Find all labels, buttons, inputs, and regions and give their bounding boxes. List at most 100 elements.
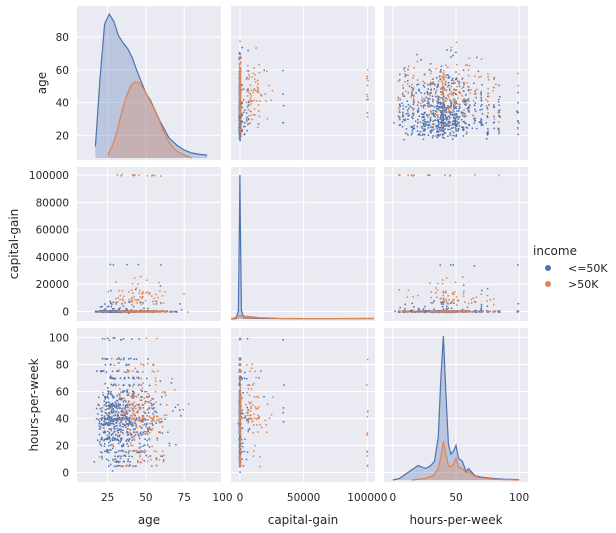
point-gt50k — [479, 310, 482, 313]
point-le50k — [110, 420, 112, 422]
point-le50k — [456, 110, 458, 112]
point-le50k — [167, 431, 169, 433]
point-gt50k — [117, 384, 120, 386]
point-gt50k — [442, 89, 445, 91]
point-le50k — [454, 118, 456, 121]
point-le50k — [417, 118, 419, 121]
point-gt50k — [422, 310, 424, 312]
point-le50k — [174, 310, 176, 313]
point-gt50k — [122, 455, 125, 457]
point-le50k — [128, 410, 131, 412]
point-gt50k — [126, 403, 129, 405]
point-gt50k — [174, 389, 176, 391]
point-gt50k — [156, 415, 158, 418]
point-gt50k — [467, 74, 470, 77]
point-gt50k — [257, 104, 260, 106]
point-le50k — [439, 264, 441, 266]
point-le50k — [442, 120, 444, 122]
point-gt50k — [251, 100, 254, 103]
point-le50k — [517, 303, 520, 305]
point-gt50k — [252, 91, 254, 94]
point-le50k — [410, 126, 412, 128]
point-le50k — [467, 89, 470, 92]
point-gt50k — [445, 290, 447, 292]
point-le50k — [467, 109, 470, 112]
point-le50k — [118, 428, 121, 430]
point-le50k — [130, 357, 132, 360]
point-le50k — [130, 309, 132, 311]
point-le50k — [121, 407, 123, 410]
point-le50k — [474, 119, 477, 121]
point-gt50k — [99, 311, 101, 313]
point-le50k — [102, 423, 105, 426]
point-le50k — [428, 92, 431, 94]
point-gt50k — [146, 390, 148, 393]
point-gt50k — [455, 296, 458, 298]
point-le50k — [417, 107, 420, 110]
point-gt50k — [442, 111, 444, 114]
point-gt50k — [151, 370, 154, 372]
point-gt50k — [149, 311, 151, 313]
point-le50k — [245, 112, 248, 114]
point-gt50k — [271, 89, 274, 92]
point-gt50k — [468, 104, 471, 106]
point-gt50k — [443, 69, 445, 72]
point-gt50k — [134, 174, 136, 176]
point-gt50k — [117, 464, 119, 467]
point-le50k — [516, 110, 518, 112]
point-le50k — [117, 442, 120, 445]
point-le50k — [447, 135, 449, 137]
point-gt50k — [432, 99, 435, 101]
point-le50k — [98, 433, 101, 436]
point-le50k — [148, 428, 150, 430]
point-le50k — [101, 337, 104, 340]
point-gt50k — [116, 174, 119, 176]
point-le50k — [422, 101, 424, 103]
point-le50k — [398, 103, 401, 106]
point-gt50k — [451, 93, 454, 95]
point-gt50k — [442, 290, 445, 292]
point-gt50k — [448, 310, 451, 313]
point-le50k — [422, 130, 425, 132]
point-le50k — [442, 122, 444, 124]
point-le50k — [447, 122, 449, 124]
point-gt50k — [442, 98, 444, 101]
point-gt50k — [407, 310, 410, 312]
point-le50k — [440, 114, 442, 116]
point-le50k — [106, 414, 109, 416]
point-le50k — [113, 423, 115, 426]
point-le50k — [458, 121, 460, 124]
point-gt50k — [399, 174, 401, 176]
point-le50k — [102, 431, 105, 434]
point-gt50k — [165, 414, 168, 416]
point-le50k — [432, 109, 434, 112]
point-gt50k — [119, 294, 122, 297]
point-le50k — [140, 301, 142, 303]
point-le50k — [486, 287, 489, 290]
point-le50k — [114, 430, 116, 433]
point-le50k — [434, 113, 437, 115]
point-le50k — [137, 377, 140, 380]
point-le50k — [426, 102, 429, 104]
point-le50k — [126, 391, 128, 394]
point-gt50k — [450, 91, 453, 93]
point-gt50k — [366, 84, 369, 87]
point-gt50k — [246, 88, 248, 91]
point-gt50k — [154, 174, 156, 177]
point-le50k — [437, 124, 440, 126]
point-gt50k — [120, 358, 122, 360]
point-gt50k — [113, 364, 116, 367]
point-le50k — [119, 407, 121, 409]
point-gt50k — [141, 404, 143, 406]
point-gt50k — [132, 431, 135, 434]
point-le50k — [110, 428, 113, 430]
point-le50k — [148, 426, 151, 429]
point-gt50k — [143, 397, 145, 399]
point-gt50k — [260, 95, 263, 97]
point-gt50k — [108, 310, 110, 313]
point-gt50k — [151, 445, 153, 448]
point-gt50k — [250, 110, 252, 113]
point-gt50k — [458, 81, 461, 83]
point-gt50k — [254, 81, 257, 83]
point-gt50k — [238, 100, 241, 102]
